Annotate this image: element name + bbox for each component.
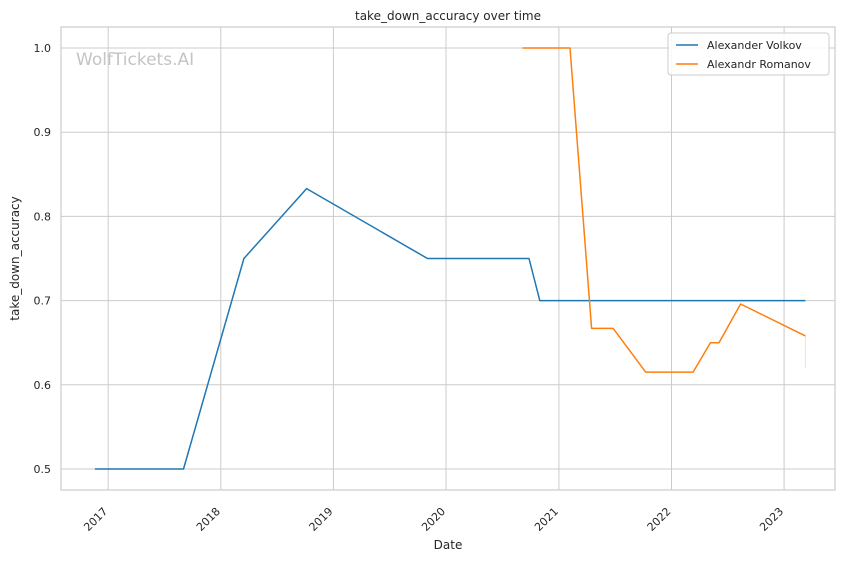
series-line-alexandr-romanov xyxy=(522,47,806,373)
grid-lines xyxy=(61,27,835,490)
chart-title: take_down_accuracy over time xyxy=(355,9,541,23)
legend: Alexander Volkov Alexandr Romanov xyxy=(667,32,830,76)
y-axis-label: take_down_accuracy xyxy=(8,196,22,320)
y-tick-label: 0.6 xyxy=(34,379,52,392)
plot-area xyxy=(60,26,836,491)
series-lines xyxy=(94,47,806,470)
legend-label-alexandr-romanov: Alexandr Romanov xyxy=(707,58,811,71)
legend-box xyxy=(667,32,830,76)
x-tick-labels: 2017 2018 2019 2020 2021 2022 2023 xyxy=(81,505,786,534)
x-tick-label: 2022 xyxy=(645,505,674,534)
y-tick-label: 1.0 xyxy=(34,42,52,55)
y-tick-label: 0.5 xyxy=(34,463,52,476)
x-tick-label: 2023 xyxy=(757,505,786,534)
x-tick-label: 2021 xyxy=(532,505,561,534)
x-tick-label: 2018 xyxy=(194,505,223,534)
y-tick-labels: 0.5 0.6 0.7 0.8 0.9 1.0 xyxy=(34,42,52,476)
watermark: WolfTickets.AI xyxy=(76,50,194,70)
x-tick-label: 2017 xyxy=(81,505,110,534)
series-line-alexander-volkov xyxy=(94,187,806,470)
x-tick-label: 2020 xyxy=(419,505,448,534)
legend-label-alexander-volkov: Alexander Volkov xyxy=(707,39,802,52)
y-tick-label: 0.9 xyxy=(34,126,52,139)
y-tick-label: 0.7 xyxy=(34,295,52,308)
y-tick-label: 0.8 xyxy=(34,210,52,223)
x-tick-label: 2019 xyxy=(307,505,336,534)
x-axis-label: Date xyxy=(434,538,463,552)
